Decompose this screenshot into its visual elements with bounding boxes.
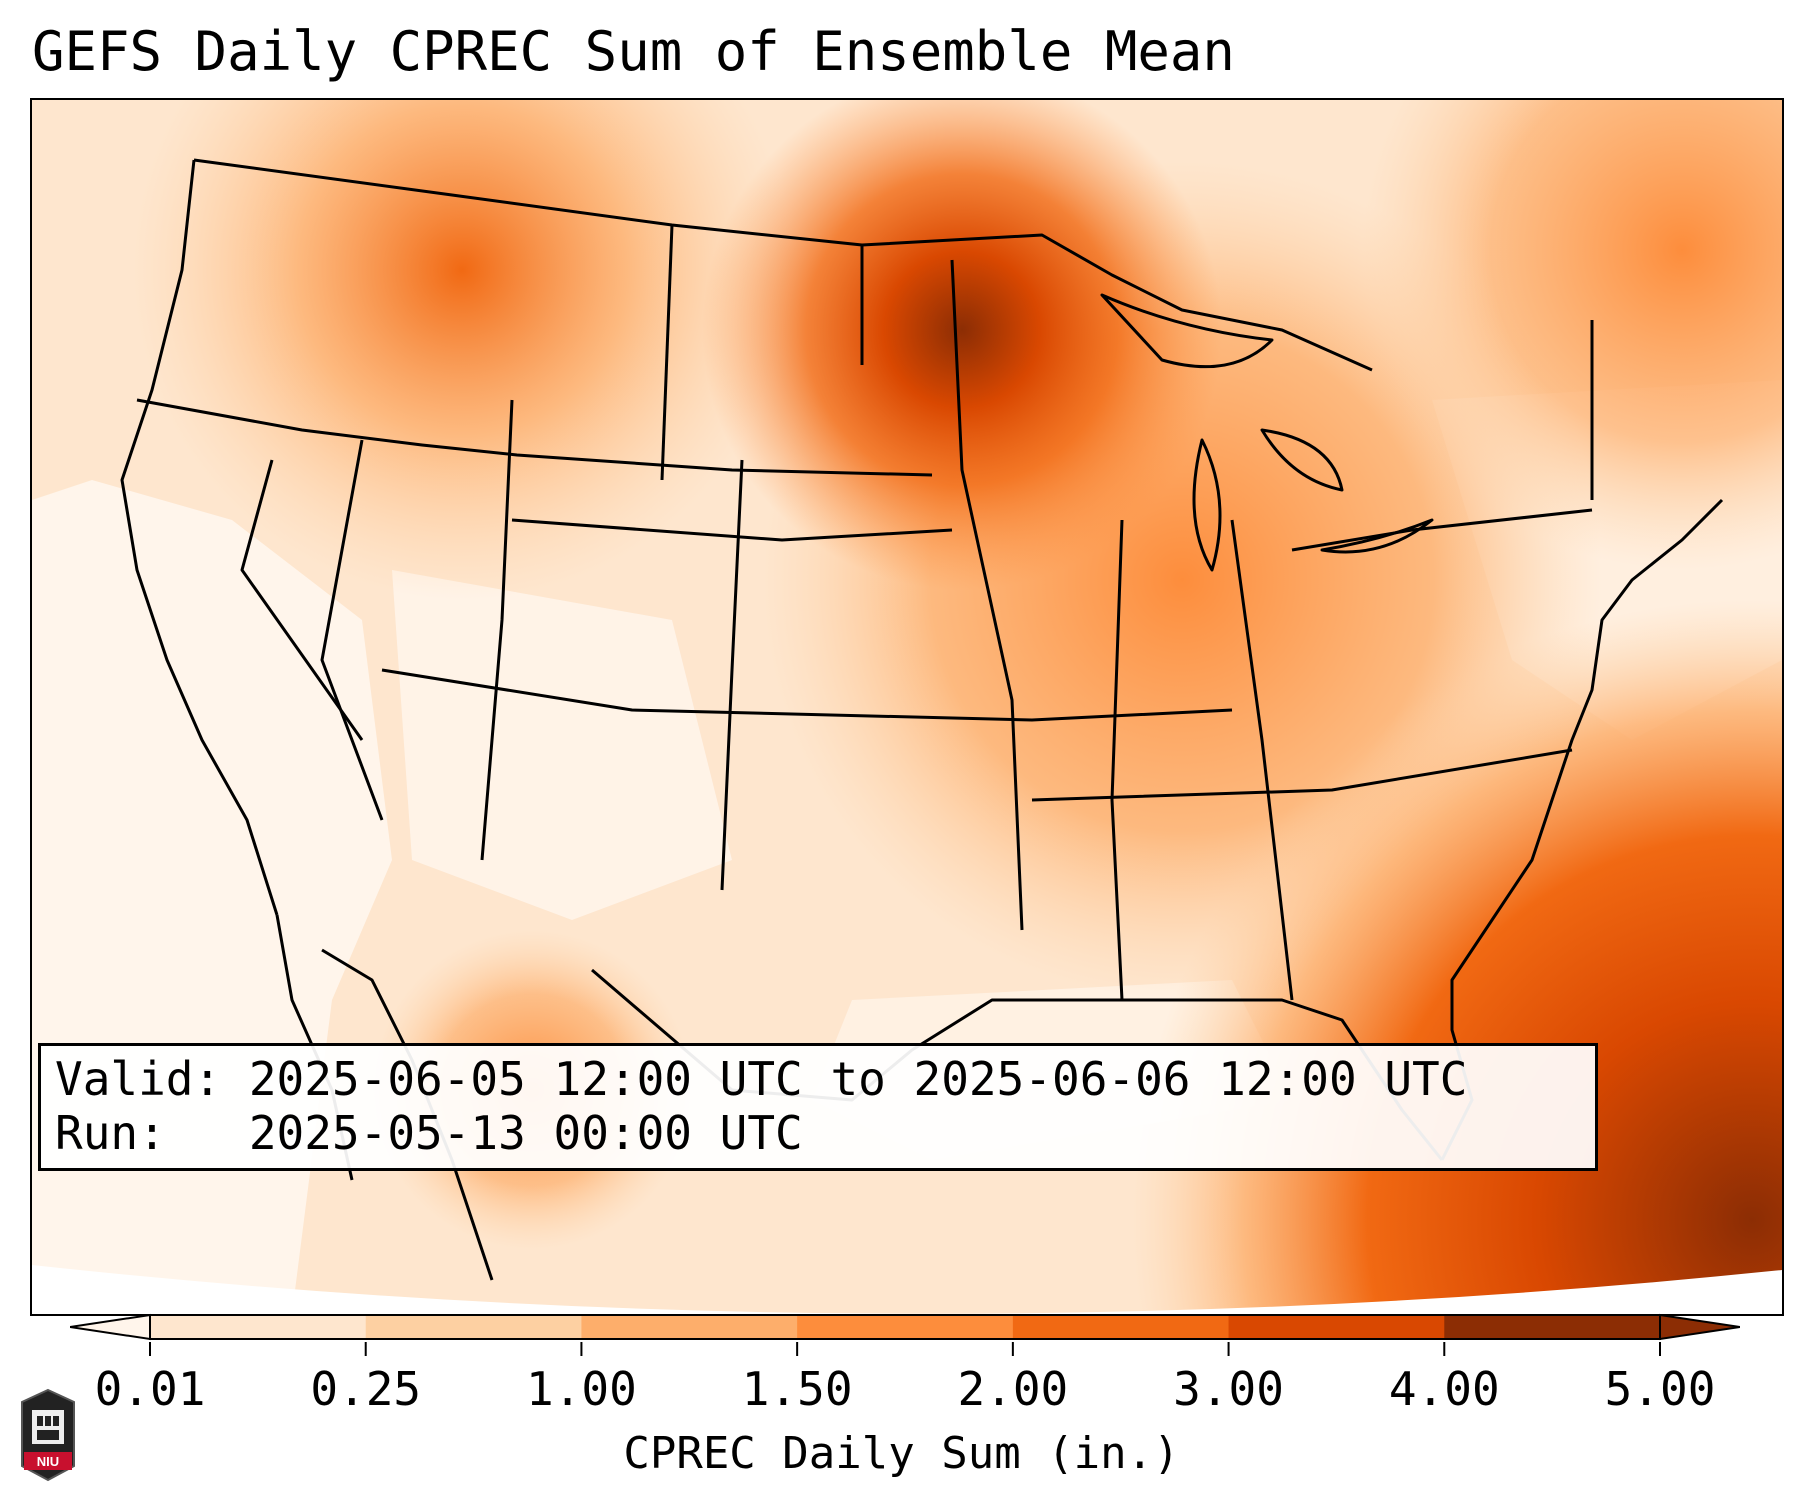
colorbar xyxy=(70,1313,1740,1341)
pacific-coastline xyxy=(120,159,279,916)
colorbar-label: CPREC Daily Sum (in.) xyxy=(623,1428,1180,1479)
valid-time-text: Valid: 2025-06-05 12:00 UTC to 2025-06-0… xyxy=(55,1052,1468,1106)
state-line-tn-nc xyxy=(1031,748,1573,802)
colorbar-tick-label: 1.50 xyxy=(741,1362,853,1416)
us-canada-border xyxy=(193,158,1373,372)
colorbar-tick-label: 0.01 xyxy=(94,1362,206,1416)
run-time-text: Run: 2025-05-13 00:00 UTC xyxy=(55,1106,803,1160)
colorbar-segment xyxy=(1228,1315,1445,1339)
colorbar-segment xyxy=(1444,1315,1661,1339)
state-line-il-in xyxy=(1110,519,1124,1001)
svg-text:NIU: NIU xyxy=(37,1454,59,1469)
colorbar-extend-low xyxy=(70,1313,151,1341)
colorbar-segment xyxy=(797,1315,1014,1339)
colorbar-outline xyxy=(149,1314,1661,1340)
chart-title: GEFS Daily CPREC Sum of Ensemble Mean xyxy=(32,20,1235,83)
colorbar-segment xyxy=(365,1315,582,1339)
lake-huron xyxy=(1260,428,1344,492)
colorbar-tick-label: 4.00 xyxy=(1388,1362,1500,1416)
niu-logo-icon: NIU xyxy=(21,1388,75,1482)
colorbar-tick-label: 0.25 xyxy=(310,1362,422,1416)
colorbar-tick-label: 5.00 xyxy=(1604,1362,1716,1416)
projection-edge xyxy=(32,1265,1782,1314)
state-line-co-nm xyxy=(480,399,514,861)
state-line-wy-ne xyxy=(511,518,953,542)
colorbar-segment xyxy=(1012,1315,1230,1339)
state-line-oh-ky xyxy=(1230,519,1294,1001)
state-line-plains xyxy=(720,459,744,891)
colorbar-segment xyxy=(150,1315,367,1339)
lake-superior xyxy=(1100,293,1274,369)
colorbar-extend-high xyxy=(1659,1313,1740,1341)
state-line-ut-az xyxy=(320,439,384,821)
colorbar-segment xyxy=(581,1315,798,1339)
lake-erie xyxy=(1320,518,1434,554)
colorbar-tick-label: 2.00 xyxy=(957,1362,1069,1416)
colorbar-segments xyxy=(150,1315,1661,1339)
run-info-box: Valid: 2025-06-05 12:00 UTC to 2025-06-0… xyxy=(38,1043,1598,1171)
state-line-nevada xyxy=(240,459,364,741)
atlantic-coastline xyxy=(1440,498,1724,1161)
state-line-north-tier xyxy=(136,398,933,477)
state-line-36n xyxy=(381,668,1233,722)
colorbar-ticks xyxy=(149,1342,1661,1356)
lake-michigan xyxy=(1192,438,1222,572)
state-line-mt-wy xyxy=(660,224,674,481)
colorbar-tick-label: 3.00 xyxy=(1173,1362,1284,1416)
state-line-mississippi xyxy=(950,259,1024,931)
state-line-pa xyxy=(1291,508,1593,552)
colorbar-tick-label: 1.00 xyxy=(526,1362,637,1416)
